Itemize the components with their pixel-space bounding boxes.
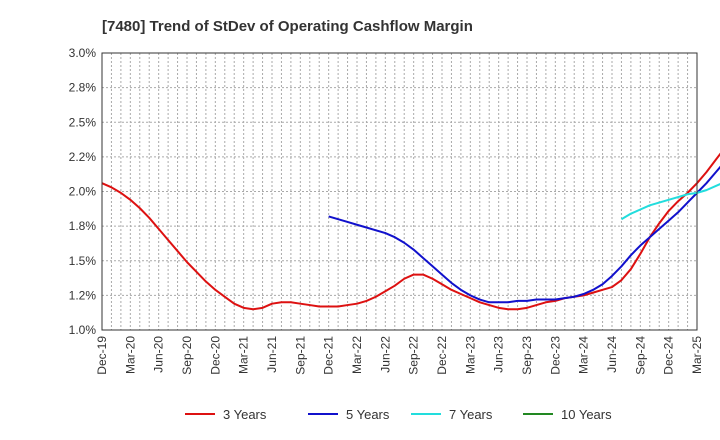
x-tick-label: Sep-23: [520, 336, 534, 375]
y-tick-label: 2.2%: [69, 150, 97, 164]
legend-label: 10 Years: [561, 407, 612, 422]
chart-title: [7480] Trend of StDev of Operating Cashf…: [102, 18, 473, 35]
plot-frame: [101, 52, 698, 331]
x-tick-label: Mar-25: [690, 336, 704, 374]
x-tick-label: Jun-23: [492, 336, 506, 373]
legend-label: 7 Years: [449, 407, 493, 422]
y-tick-label: 2.5%: [69, 115, 97, 129]
x-tick-label: Sep-20: [180, 336, 194, 375]
legend-label: 3 Years: [223, 407, 267, 422]
x-tick-label: Mar-21: [237, 336, 251, 374]
x-tick-label: Jun-24: [605, 336, 619, 373]
x-tick-label: Jun-20: [152, 336, 166, 373]
series-line-3-years: [101, 152, 720, 311]
y-axis: 1.0% 1.2% 1.5% 1.8% 2.0% 2.2% 2.5% 2.8% 3.0%: [69, 46, 97, 337]
series-layer: [101, 152, 720, 311]
y-tick-label: 1.8%: [69, 219, 97, 233]
x-tick-label: Dec-19: [95, 336, 109, 375]
x-tick-label: Jun-22: [378, 336, 392, 373]
legend: 3 Years 5 Years 7 Years 10 Years: [185, 407, 612, 422]
x-tick-label: Sep-21: [293, 336, 307, 375]
y-tick-label: 3.0%: [69, 46, 97, 60]
series-line-5-years: [328, 165, 720, 304]
x-tick-label: Dec-20: [208, 336, 222, 375]
x-tick-label: Sep-24: [633, 336, 647, 375]
gridlines: [102, 53, 697, 330]
x-tick-label: Dec-23: [548, 336, 562, 375]
x-tick-label: Dec-22: [435, 336, 449, 375]
x-tick-label: Jun-21: [265, 336, 279, 373]
series-line-7-years: [620, 183, 720, 221]
x-tick-label: Sep-22: [407, 336, 421, 375]
y-tick-label: 2.0%: [69, 185, 97, 199]
x-tick-label: Mar-24: [577, 336, 591, 374]
x-tick-label: Dec-21: [322, 336, 336, 375]
y-tick-label: 2.8%: [69, 81, 97, 95]
y-tick-label: 1.2%: [69, 288, 97, 302]
y-tick-label: 1.0%: [69, 323, 97, 337]
x-tick-label: Dec-24: [662, 336, 676, 375]
x-axis: Dec-19 Mar-20 Jun-20 Sep-20 Dec-20 Mar-21 Jun-…: [95, 336, 704, 375]
x-tick-label: Mar-20: [123, 336, 137, 374]
y-tick-label: 1.5%: [69, 254, 97, 268]
x-tick-label: Mar-23: [463, 336, 477, 374]
x-tick-label: Mar-22: [350, 336, 364, 374]
legend-label: 5 Years: [346, 407, 390, 422]
